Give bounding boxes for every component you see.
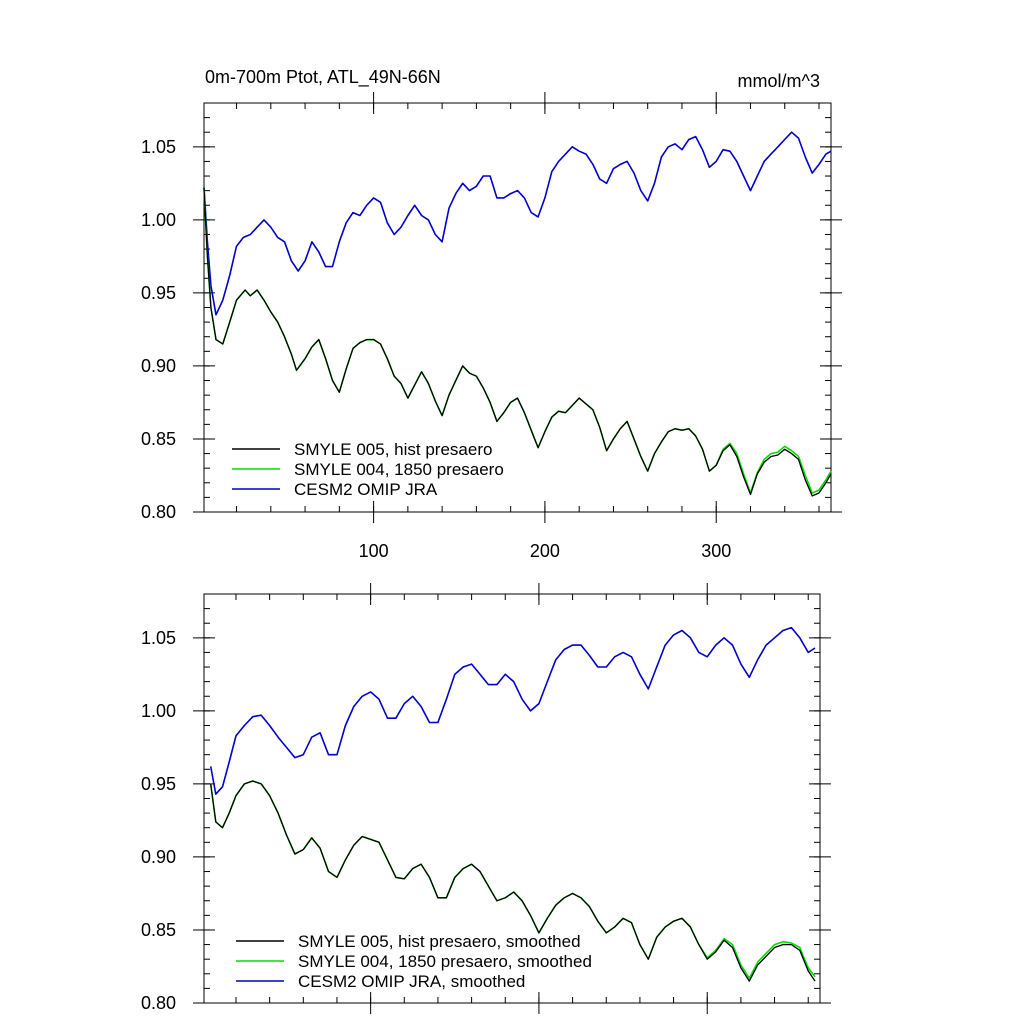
y-tick-label: 0.85 bbox=[141, 429, 176, 449]
units-label: mmol/m^3 bbox=[738, 71, 820, 91]
legend-label: SMYLE 004, 1850 presaero, smoothed bbox=[298, 952, 592, 971]
legend-label: SMYLE 004, 1850 presaero bbox=[294, 460, 504, 479]
y-tick-label: 1.05 bbox=[141, 628, 176, 648]
y-tick-label: 1.00 bbox=[141, 701, 176, 721]
y-tick-label: 1.05 bbox=[141, 137, 176, 157]
legend-label: CESM2 OMIP JRA bbox=[294, 480, 438, 499]
y-tick-label: 0.80 bbox=[141, 502, 176, 522]
series-line-1 bbox=[210, 780, 816, 982]
series-line-3 bbox=[209, 626, 816, 795]
chart-title: 0m-700m Ptot, ATL_49N-66N bbox=[205, 67, 441, 88]
y-tick-label: 0.90 bbox=[141, 356, 176, 376]
bottom-panel: 0.80 0.85 0.90 0.95 1.00 1.05 SMYLE 005, hist … bbox=[141, 583, 831, 1014]
y-tick-label: 1.00 bbox=[141, 210, 176, 230]
legend-label: SMYLE 005, hist presaero bbox=[294, 440, 492, 459]
top-panel: 0.80 0.85 0.90 0.95 1.00 1.05 100 200 300 SMYLE 0… bbox=[141, 92, 842, 561]
x-tick-label: 300 bbox=[701, 541, 731, 561]
y-tick-label: 0.90 bbox=[141, 847, 176, 867]
legend-label: SMYLE 005, hist presaero, smoothed bbox=[298, 932, 581, 951]
y-tick-label: 0.80 bbox=[141, 993, 176, 1013]
y-tick-label: 0.95 bbox=[141, 283, 176, 303]
series-line-1 bbox=[203, 187, 832, 497]
x-tick-label: 100 bbox=[359, 541, 389, 561]
y-tick-label: 0.85 bbox=[141, 920, 176, 940]
series-line-3 bbox=[203, 131, 832, 316]
legend-label: CESM2 OMIP JRA, smoothed bbox=[298, 972, 525, 991]
x-tick-label: 200 bbox=[530, 541, 560, 561]
y-tick-label: 0.95 bbox=[141, 774, 176, 794]
